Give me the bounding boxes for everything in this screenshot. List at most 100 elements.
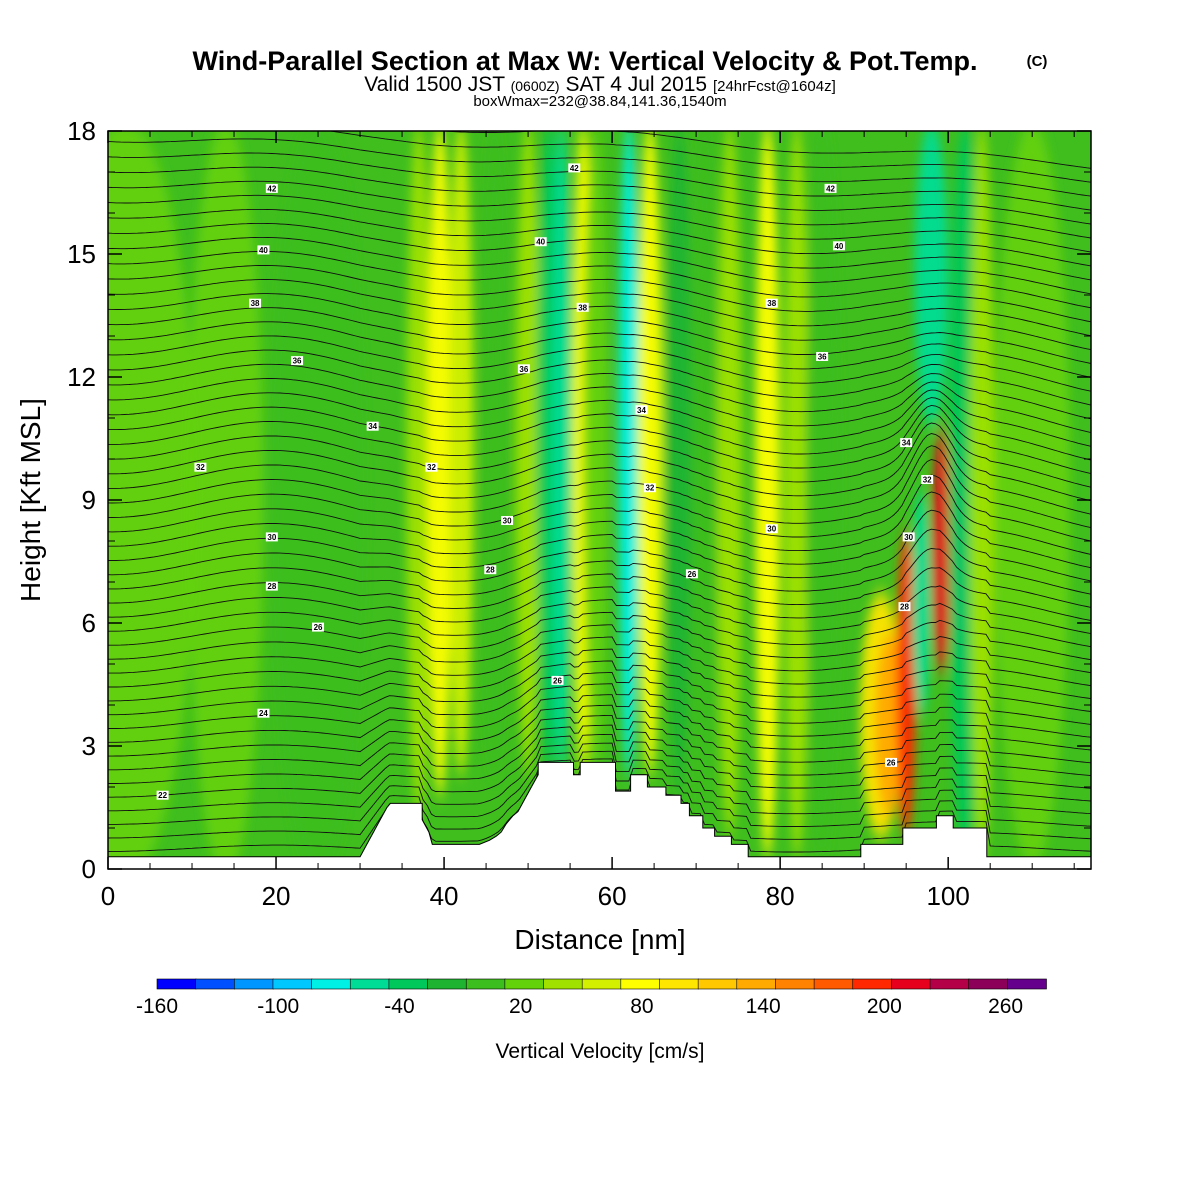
terrain	[107, 761, 1092, 870]
isentrope-line	[108, 599, 1091, 648]
colorbar-tick-label: -40	[384, 995, 414, 1018]
colorbar-swatch	[311, 978, 352, 990]
contour-label: 38	[576, 302, 589, 312]
x-axis-label: Distance [nm]	[514, 924, 685, 955]
contour-label-text: 42	[826, 184, 835, 193]
contour-label: 40	[534, 237, 547, 247]
contour-label-text: 28	[267, 582, 276, 591]
colorbar-swatch	[891, 978, 931, 990]
isentrope-line	[108, 389, 1091, 447]
x-tick-label: 40	[430, 881, 459, 911]
contour-label: 34	[900, 438, 913, 448]
velocity-band	[448, 131, 474, 777]
y-tick-label: 0	[82, 854, 96, 884]
contour-label: 30	[765, 524, 778, 534]
isentrope-line	[108, 714, 1091, 777]
isentrope-line	[108, 660, 1091, 712]
x-tick-label: 0	[101, 881, 115, 911]
valid-utc: (0600Z)	[511, 78, 560, 94]
contour-label-text: 26	[687, 570, 696, 579]
colorbar-swatch	[697, 978, 738, 990]
contour-label-text: 26	[887, 758, 896, 767]
contour-label: 30	[265, 532, 278, 542]
isentrope-line	[108, 636, 1091, 687]
colorbar-swatch	[195, 978, 236, 990]
contour-label-text: 32	[427, 463, 436, 472]
contour-labels: 42 40 38 36 34 32 30 28 26 24 22 42 40 38 36 34 32 32 30 28…	[156, 163, 934, 800]
isentrope-line	[108, 758, 1091, 840]
velocity-band	[188, 131, 264, 869]
colorbar-swatch	[581, 978, 622, 990]
colorbar-tick-label: -100	[257, 995, 299, 1018]
isentrope-line	[108, 321, 1091, 378]
colorbar-tick-label: 20	[509, 995, 532, 1018]
colorbar-swatch	[234, 978, 274, 990]
y-axis-label: Height [Kft MSL]	[15, 398, 46, 602]
velocity-band	[582, 131, 608, 777]
x-tick-label: 20	[262, 881, 291, 911]
contour-label: 42	[568, 163, 581, 173]
isentrope-line	[108, 404, 1091, 475]
contour-label-text: 34	[902, 439, 911, 448]
velocity-band	[717, 131, 743, 838]
velocity-band	[406, 131, 432, 818]
colorbar-swatch	[813, 978, 854, 990]
contour-label-text: 34	[368, 422, 377, 431]
contour-label: 40	[257, 245, 270, 255]
isentrope-line	[108, 672, 1091, 725]
contour-label-text: 28	[900, 603, 909, 612]
isentrope-line	[108, 363, 1091, 420]
isentrope-line	[108, 548, 1091, 608]
y-tick-label: 6	[82, 608, 96, 638]
isentrope-line	[108, 293, 1091, 351]
contour-label: 32	[921, 475, 934, 485]
contour-label: 26	[885, 757, 898, 767]
colorbar-tick-label: 140	[746, 995, 781, 1018]
title-copyright-mark: (C)	[1027, 53, 1048, 70]
colorbar-tick-label: -160	[136, 995, 178, 1018]
contour-label: 30	[902, 532, 915, 542]
contour-label-text: 26	[314, 623, 323, 632]
contour-label: 34	[635, 405, 648, 415]
contour-label-text: 42	[267, 184, 276, 193]
colorbar-swatch	[929, 978, 970, 990]
velocity-band	[551, 131, 572, 777]
contour-label: 26	[685, 569, 698, 579]
velocity-band	[108, 131, 196, 869]
colorbar-swatch	[504, 978, 545, 990]
velocity-band	[637, 131, 663, 777]
colorbar-tick-label: 80	[630, 995, 653, 1018]
contour-label-text: 32	[645, 484, 654, 493]
contour-label: 30	[501, 516, 514, 526]
isentrope-line	[108, 422, 1091, 502]
isentrope-line	[108, 265, 1091, 323]
contour-label: 22	[156, 790, 169, 800]
isentrope-line	[108, 585, 1091, 635]
contour-label: 38	[249, 298, 262, 308]
chart-title: Wind-Parallel Section at Max W: Vertical…	[193, 46, 978, 76]
isentrope-line	[108, 742, 1091, 815]
velocity-band	[911, 490, 931, 715]
colorbar-swatch	[736, 978, 777, 990]
contour-label: 32	[425, 462, 438, 472]
isentrope-line	[108, 459, 1091, 542]
contour-label: 32	[194, 462, 207, 472]
isentrope-line	[108, 624, 1091, 674]
isentrope-line	[108, 279, 1091, 337]
isentrope-line	[108, 166, 1091, 225]
velocity-band	[931, 428, 951, 674]
contour-label-text: 36	[818, 353, 827, 362]
isentrope-line	[108, 694, 1091, 751]
colorbar-swatch	[465, 978, 506, 990]
contour-label-text: 40	[834, 242, 843, 251]
colorbar-swatch	[775, 978, 815, 990]
contour-label: 36	[517, 364, 530, 374]
isentrope-line	[108, 152, 1091, 211]
isentrope-line	[108, 413, 1091, 488]
contour-label: 32	[643, 483, 656, 493]
contour-label-text: 40	[259, 246, 268, 255]
x-tick-label: 60	[598, 881, 627, 911]
x-axis: 0 20 40 60 80 100	[101, 131, 1075, 911]
